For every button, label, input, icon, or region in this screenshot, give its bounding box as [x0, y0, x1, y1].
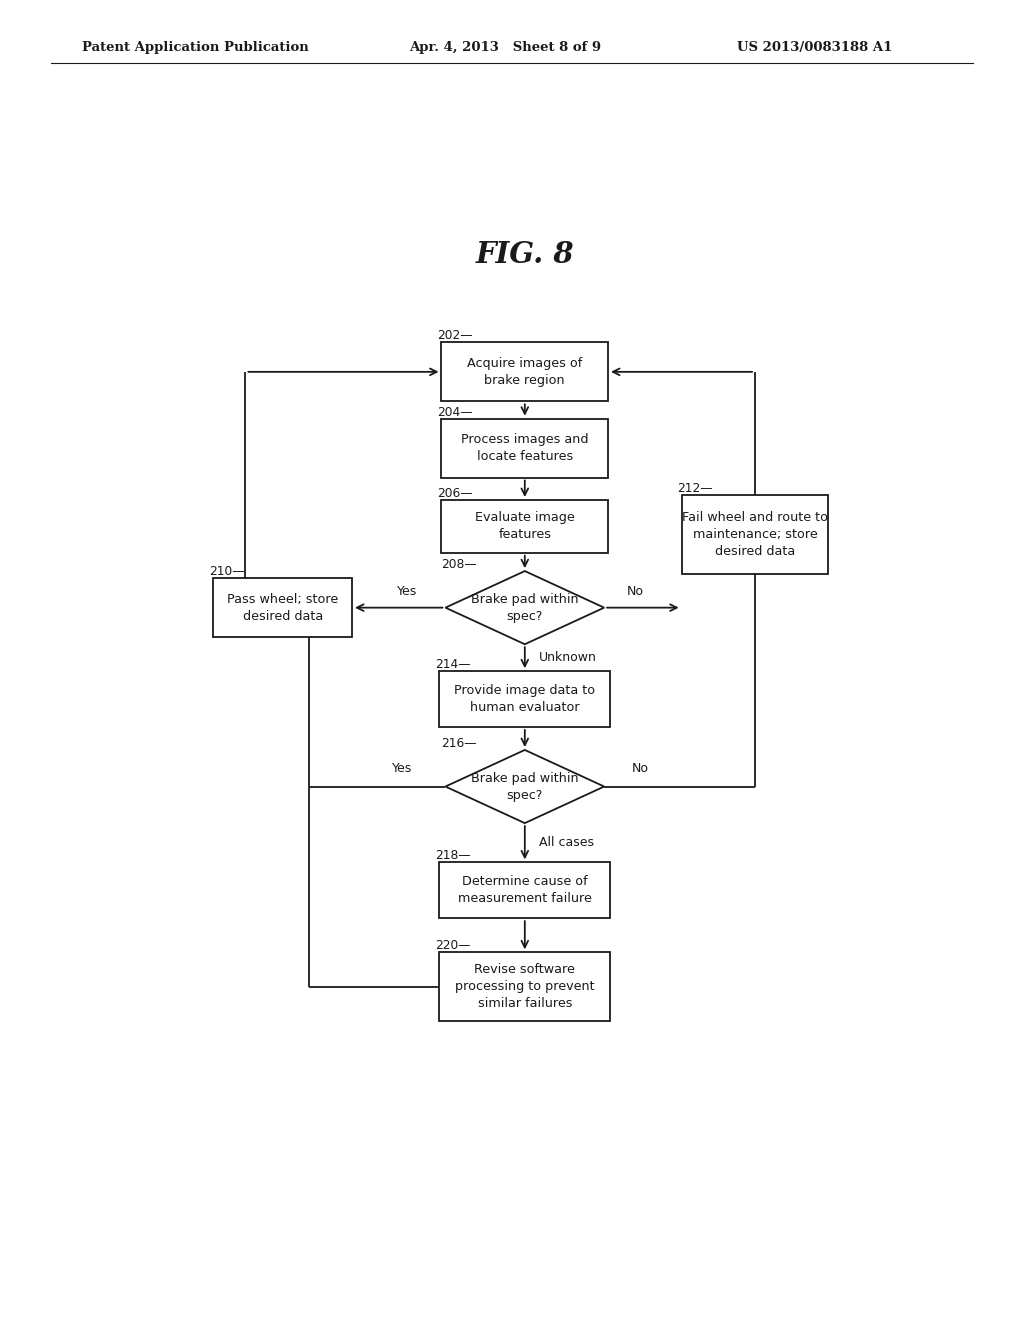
Text: Yes: Yes — [396, 585, 417, 598]
Text: 216—: 216— — [441, 737, 477, 750]
Text: 204—: 204— — [437, 405, 473, 418]
Text: 214—: 214— — [435, 659, 471, 671]
Text: Pass wheel; store
desired data: Pass wheel; store desired data — [227, 593, 338, 623]
Text: All cases: All cases — [539, 836, 594, 849]
Text: FIG. 8: FIG. 8 — [475, 240, 574, 269]
Text: 218—: 218— — [435, 849, 471, 862]
Bar — [213, 578, 352, 638]
Text: Revise software
processing to prevent
similar failures: Revise software processing to prevent si… — [455, 964, 595, 1010]
Text: 210—: 210— — [209, 565, 245, 578]
Text: 212—: 212— — [678, 482, 713, 495]
Text: Acquire images of
brake region: Acquire images of brake region — [467, 356, 583, 387]
Text: Yes: Yes — [391, 762, 412, 775]
Text: Apr. 4, 2013   Sheet 8 of 9: Apr. 4, 2013 Sheet 8 of 9 — [410, 41, 602, 54]
Text: Process images and
locate features: Process images and locate features — [461, 433, 589, 463]
Bar — [441, 500, 608, 553]
Text: Fail wheel and route to
maintenance; store
desired data: Fail wheel and route to maintenance; sto… — [682, 511, 828, 558]
Text: No: No — [627, 585, 643, 598]
Polygon shape — [445, 572, 604, 644]
Bar — [439, 862, 610, 919]
Text: 206—: 206— — [437, 487, 473, 500]
Text: Patent Application Publication: Patent Application Publication — [82, 41, 308, 54]
Text: Determine cause of
measurement failure: Determine cause of measurement failure — [458, 875, 592, 906]
Bar — [439, 952, 610, 1022]
Bar — [441, 418, 608, 478]
Text: 220—: 220— — [435, 940, 471, 952]
Text: Brake pad within
spec?: Brake pad within spec? — [471, 771, 579, 801]
Bar — [441, 342, 608, 401]
Text: Provide image data to
human evaluator: Provide image data to human evaluator — [455, 684, 595, 714]
Text: 202—: 202— — [437, 330, 473, 342]
Bar — [682, 495, 828, 574]
Text: 208—: 208— — [441, 558, 477, 572]
Text: No: No — [632, 762, 648, 775]
Polygon shape — [445, 750, 604, 824]
Text: Evaluate image
features: Evaluate image features — [475, 511, 574, 541]
Text: Brake pad within
spec?: Brake pad within spec? — [471, 593, 579, 623]
Text: US 2013/0083188 A1: US 2013/0083188 A1 — [737, 41, 893, 54]
Bar — [439, 671, 610, 727]
Text: Unknown: Unknown — [539, 651, 597, 664]
